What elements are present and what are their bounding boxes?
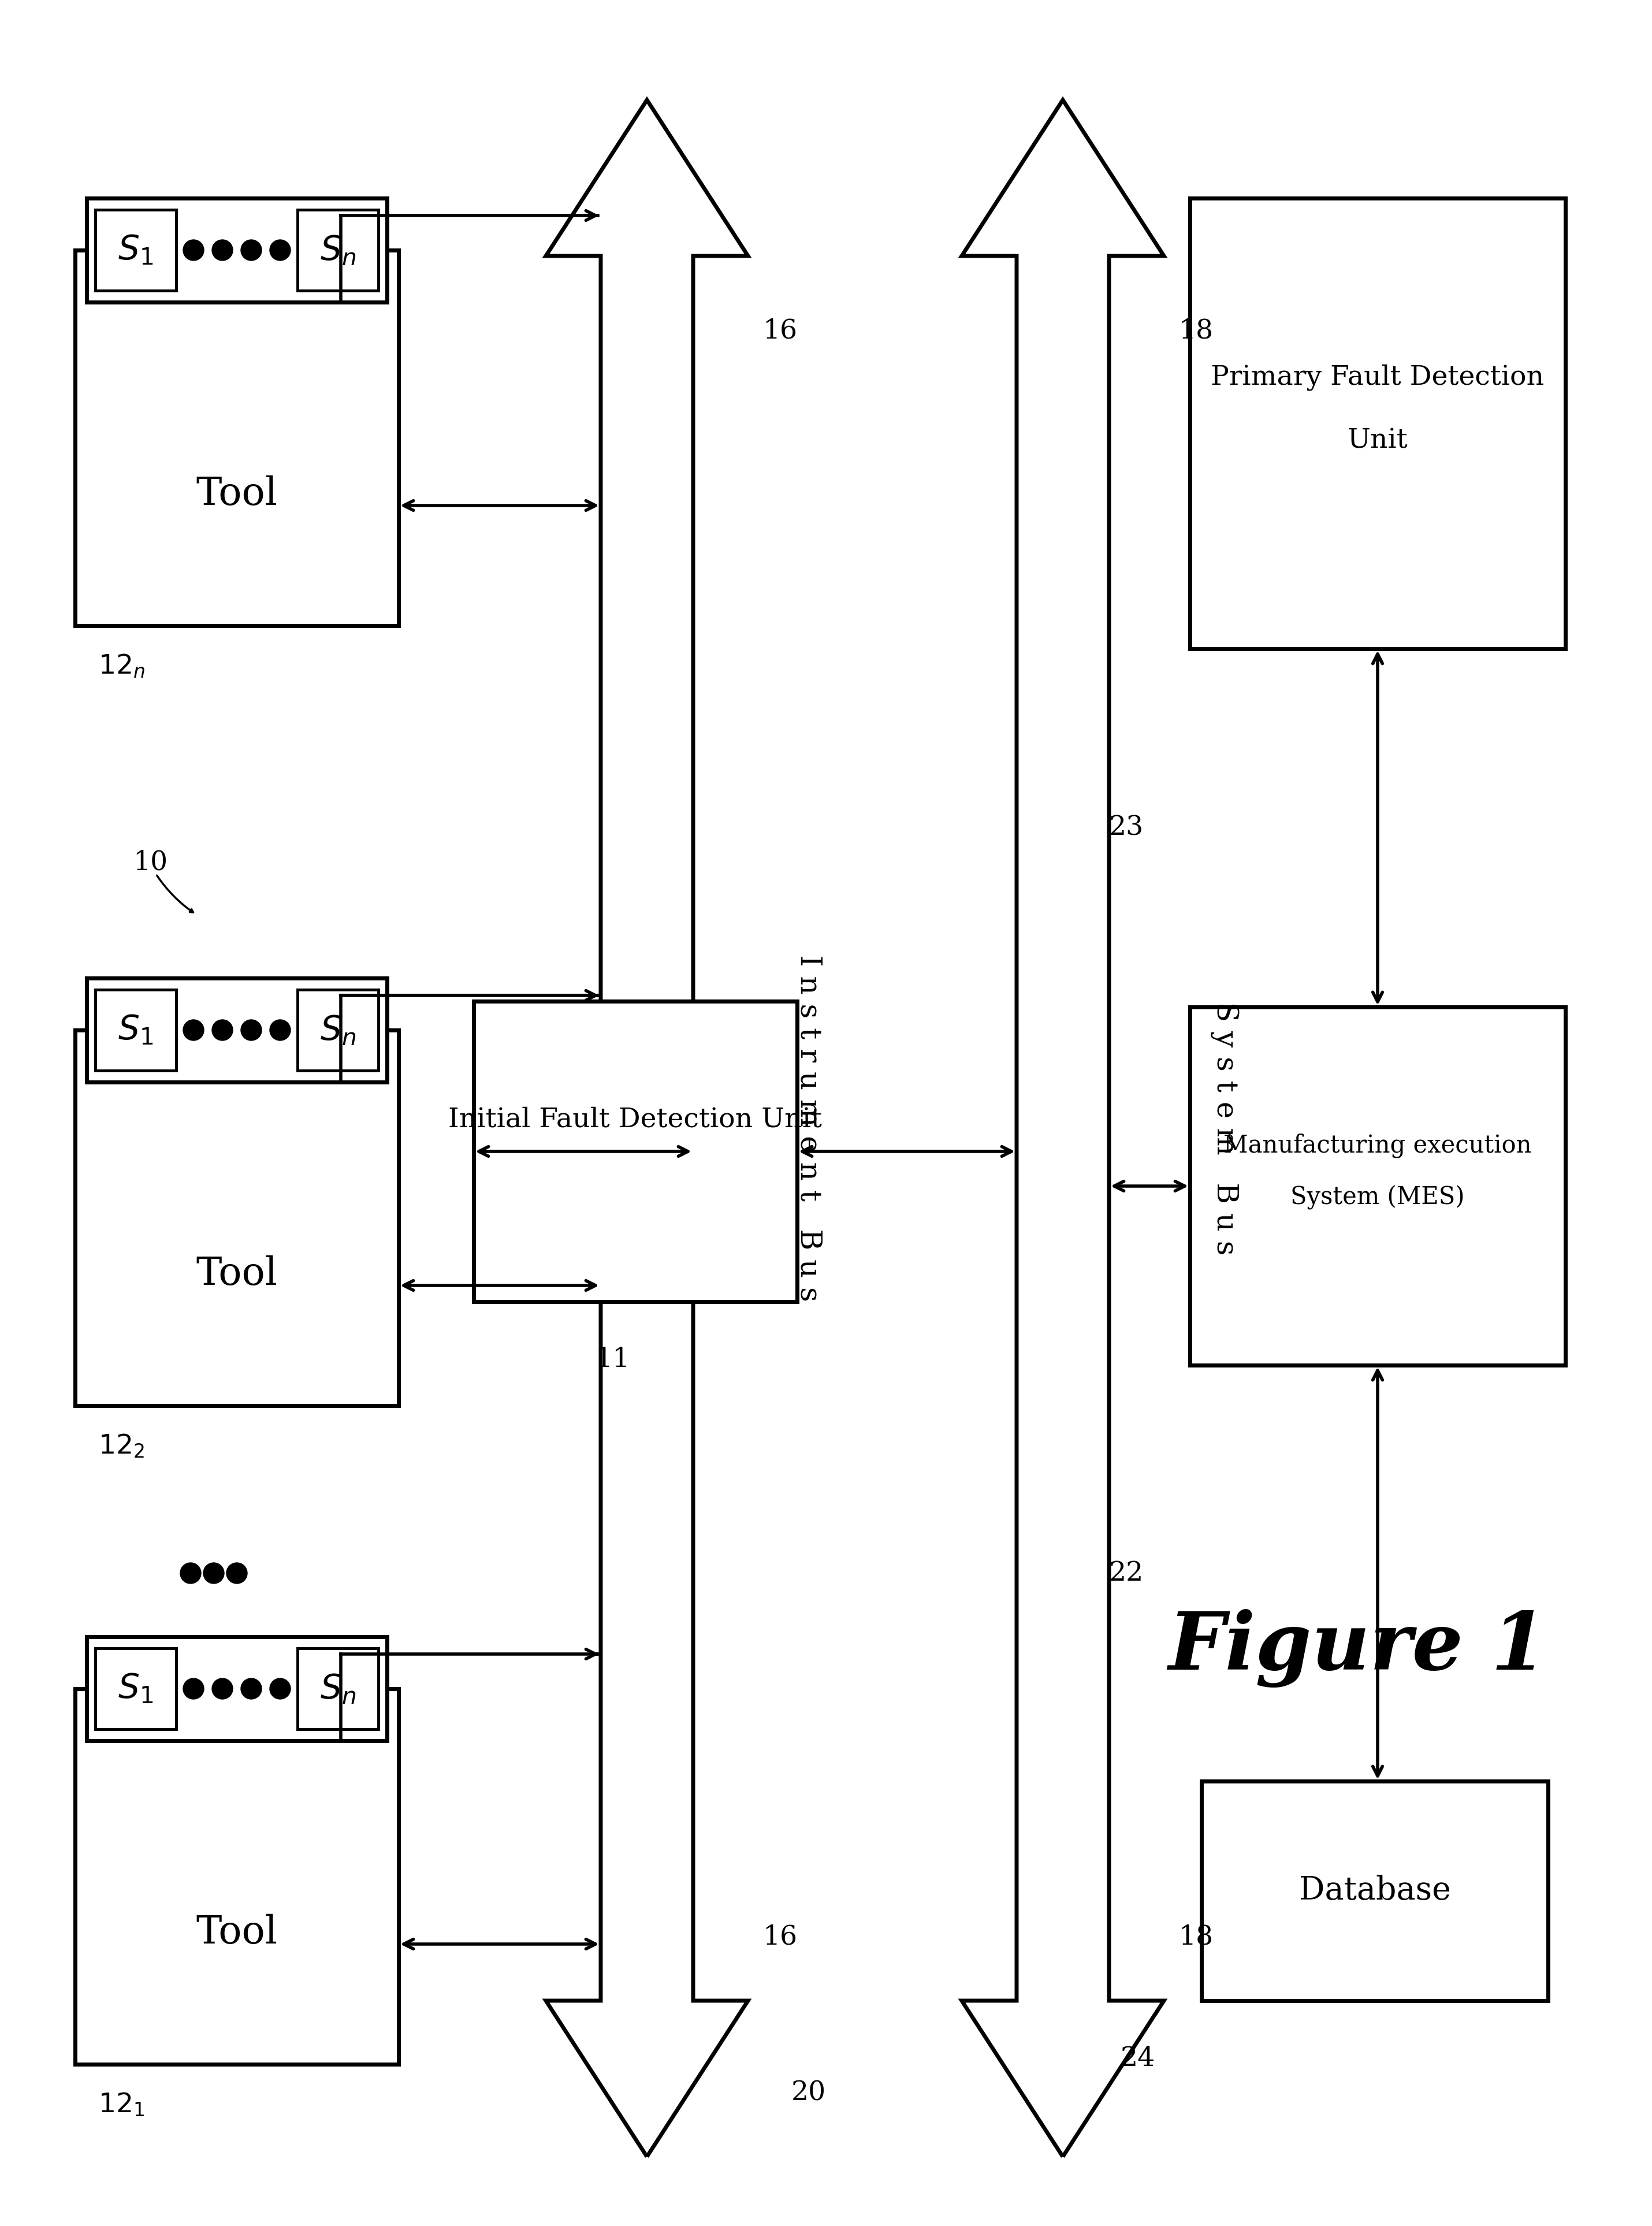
Polygon shape: [545, 100, 748, 2157]
Circle shape: [241, 240, 261, 260]
Text: $S_1$: $S_1$: [117, 234, 154, 267]
Bar: [96, 991, 177, 1071]
Text: 24: 24: [1120, 2046, 1155, 2072]
Circle shape: [226, 1563, 248, 1583]
Text: I n s t r u m e n t   B u s: I n s t r u m e n t B u s: [795, 955, 823, 1302]
Bar: [86, 198, 387, 303]
Text: 10: 10: [132, 850, 167, 875]
Bar: [74, 249, 398, 626]
Text: 11: 11: [595, 1347, 629, 1373]
Bar: [297, 209, 378, 292]
Text: 18: 18: [1178, 1923, 1213, 1950]
Polygon shape: [961, 100, 1165, 2157]
Circle shape: [183, 1020, 203, 1040]
Text: 20: 20: [791, 2079, 826, 2106]
Text: $S_1$: $S_1$: [117, 1013, 154, 1046]
Bar: [96, 1647, 177, 1730]
Text: 23: 23: [1108, 815, 1143, 841]
Circle shape: [183, 240, 203, 260]
Bar: [96, 209, 177, 292]
Circle shape: [241, 1678, 261, 1698]
Text: Manufacturing execution: Manufacturing execution: [1224, 1133, 1531, 1158]
Text: $S_n$: $S_n$: [320, 1013, 355, 1046]
Circle shape: [269, 1020, 291, 1040]
Bar: [297, 991, 378, 1071]
Bar: [1189, 198, 1566, 648]
Circle shape: [211, 240, 233, 260]
Text: Figure 1: Figure 1: [1168, 1609, 1546, 1687]
Bar: [86, 1636, 387, 1741]
Text: $12_n$: $12_n$: [97, 652, 145, 679]
Text: $12_1$: $12_1$: [97, 2090, 145, 2119]
Text: S y s t e m   B u s: S y s t e m B u s: [1211, 1002, 1239, 1255]
Bar: [74, 1690, 398, 2064]
Text: $12_2$: $12_2$: [97, 1434, 144, 1460]
Text: Primary Fault Detection: Primary Fault Detection: [1211, 365, 1545, 390]
Text: Database: Database: [1298, 1874, 1450, 1908]
Bar: [1189, 1006, 1566, 1365]
Text: Tool: Tool: [197, 476, 278, 514]
Text: $S_n$: $S_n$: [320, 234, 355, 267]
Circle shape: [203, 1563, 225, 1583]
Text: Tool: Tool: [197, 1255, 278, 1293]
Text: 22: 22: [1108, 1560, 1143, 1587]
Text: 16: 16: [763, 318, 798, 345]
Text: 16: 16: [763, 1923, 798, 1950]
Text: 18: 18: [1178, 318, 1213, 345]
Bar: [86, 977, 387, 1082]
Circle shape: [180, 1563, 202, 1583]
Circle shape: [269, 1678, 291, 1698]
Bar: [1201, 1781, 1548, 2001]
Circle shape: [241, 1020, 261, 1040]
Text: $S_n$: $S_n$: [320, 1672, 355, 1705]
Bar: [74, 1031, 398, 1405]
Text: Unit: Unit: [1348, 427, 1408, 454]
Text: $S_1$: $S_1$: [117, 1672, 154, 1705]
Text: Initial Fault Detection Unit: Initial Fault Detection Unit: [449, 1106, 823, 1133]
Bar: [474, 1002, 798, 1302]
Text: Tool: Tool: [197, 1914, 278, 1952]
Circle shape: [269, 240, 291, 260]
Circle shape: [211, 1678, 233, 1698]
Circle shape: [211, 1020, 233, 1040]
Bar: [297, 1647, 378, 1730]
Text: System (MES): System (MES): [1290, 1186, 1465, 1211]
Circle shape: [183, 1678, 203, 1698]
